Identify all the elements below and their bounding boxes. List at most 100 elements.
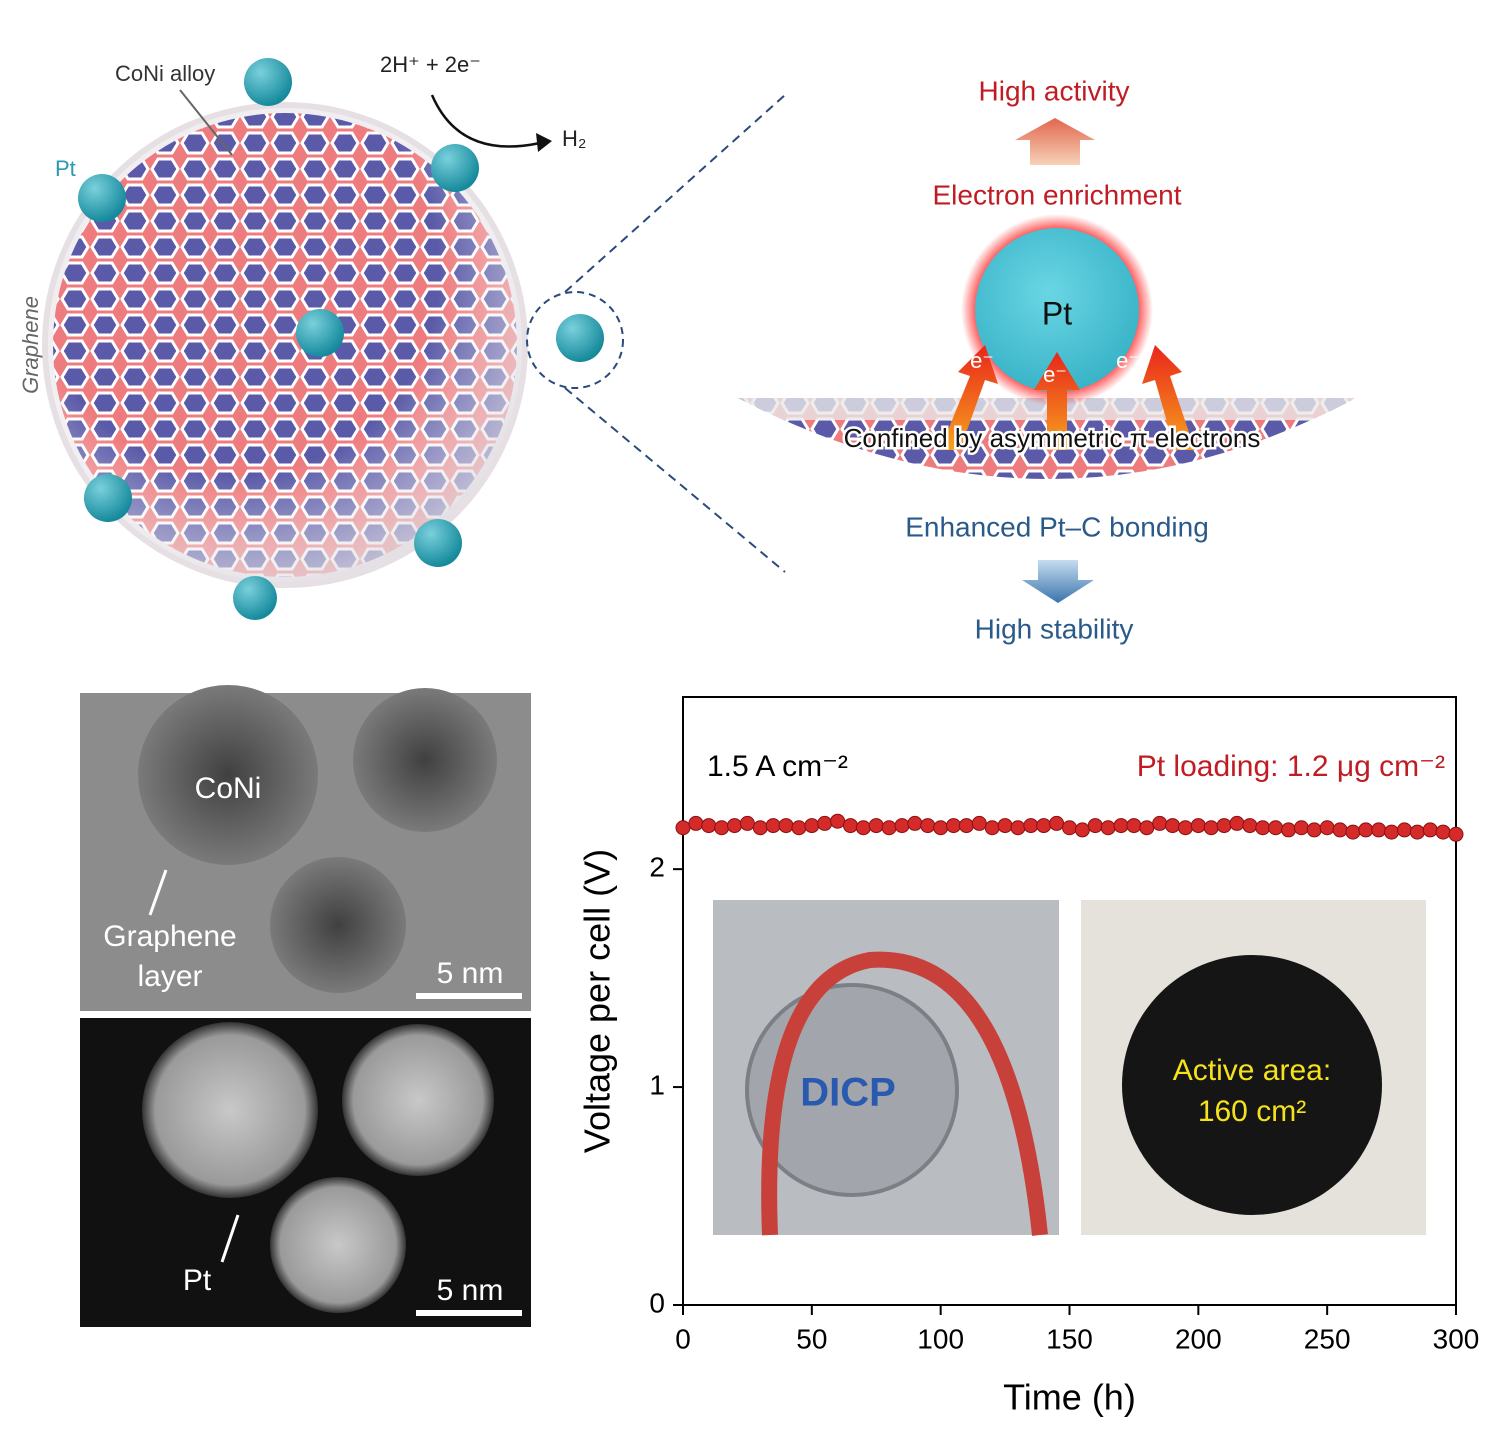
electron-arrows (940, 345, 1195, 450)
point (1384, 824, 1400, 840)
point (1306, 822, 1322, 838)
point (1100, 820, 1116, 836)
point (1062, 820, 1077, 836)
point (1422, 822, 1438, 838)
x-tick-label: 150 (1046, 1323, 1093, 1354)
point (984, 820, 1000, 836)
pt-atoms (78, 58, 604, 620)
point (842, 818, 858, 834)
point (1087, 818, 1103, 834)
point (1293, 820, 1309, 836)
label: e⁻ (1116, 348, 1140, 373)
x-tick-label: 100 (917, 1323, 964, 1354)
label: Graphene (103, 920, 236, 953)
point (701, 818, 717, 834)
point (1409, 824, 1425, 840)
x-tick-label: 50 (796, 1323, 827, 1354)
point (933, 820, 949, 836)
point (752, 820, 768, 836)
x-tick-label: 300 (1433, 1323, 1480, 1354)
point (739, 815, 755, 831)
point (855, 820, 871, 836)
point (881, 820, 897, 836)
point (1371, 822, 1387, 838)
arrowhead (536, 133, 552, 152)
point (727, 818, 743, 834)
point (1010, 820, 1026, 836)
point (1126, 818, 1142, 834)
leader-line (179, 89, 233, 156)
scale-bar (416, 1310, 522, 1316)
point (817, 815, 833, 831)
photo-text: Active area: (1173, 1054, 1331, 1087)
x-axis-label: Time (h) (1003, 1377, 1136, 1418)
point (997, 818, 1013, 834)
point (675, 820, 691, 836)
point (1177, 820, 1193, 836)
y-tick-label: 2 (649, 852, 665, 883)
point (1216, 818, 1232, 834)
point (1113, 818, 1129, 834)
stack-plate (745, 983, 959, 1197)
point (804, 818, 820, 834)
pt-atom (975, 228, 1139, 392)
annotation: Pt loading: 1.2 μg cm⁻² (1137, 750, 1445, 783)
photo-text: DICP (800, 1071, 896, 1115)
label: High activity (979, 75, 1130, 106)
point (688, 815, 704, 831)
point (1074, 822, 1090, 838)
photo-text: 160 cm² (1198, 1095, 1306, 1128)
zoom-line (564, 387, 786, 573)
scale-label: 5 nm (437, 1274, 504, 1307)
up-arrow (1015, 118, 1095, 165)
particle (138, 685, 318, 865)
point (868, 818, 884, 834)
pointer (148, 869, 168, 916)
zoom-circle (526, 291, 624, 389)
point (1242, 818, 1258, 834)
point (1435, 824, 1451, 840)
point (1358, 822, 1374, 838)
label: CoNi (195, 772, 262, 805)
x-tick-label: 0 (675, 1323, 691, 1354)
label: Pt (183, 1264, 212, 1297)
hose (761, 951, 1048, 1236)
particle (353, 688, 497, 832)
active-area (1122, 955, 1382, 1215)
point (1255, 820, 1271, 836)
point (907, 815, 923, 831)
y-axis-label: Voltage per cell (V) (577, 849, 618, 1153)
label: Graphene (18, 296, 43, 394)
point (1036, 818, 1052, 834)
point (946, 818, 962, 834)
point (1319, 820, 1335, 836)
label: e⁻ (1043, 362, 1067, 387)
particle (342, 1024, 494, 1176)
down-arrow (1022, 560, 1094, 603)
label: Electron enrichment (932, 179, 1181, 210)
label: Pt (55, 156, 76, 181)
point (1139, 820, 1155, 836)
point (1332, 822, 1348, 838)
label: e⁻ (970, 348, 994, 373)
label: Enhanced Pt–C bonding (905, 511, 1209, 542)
point (1023, 818, 1039, 834)
point (1448, 826, 1464, 842)
x-tick-label: 200 (1175, 1323, 1222, 1354)
label: 2H⁺ + 2e⁻ (380, 52, 481, 77)
scale-bar (416, 993, 522, 999)
point (920, 818, 936, 834)
label: High stability (975, 613, 1134, 644)
shell-outline (42, 102, 528, 588)
point (1190, 818, 1206, 834)
scale-label: 5 nm (437, 957, 504, 990)
label: CoNi alloy (115, 61, 215, 86)
point (765, 818, 781, 834)
label: H₂ (562, 126, 586, 151)
particle (270, 857, 406, 993)
particle (142, 1022, 318, 1198)
point (778, 818, 794, 834)
point (958, 818, 974, 834)
point (1396, 822, 1412, 838)
